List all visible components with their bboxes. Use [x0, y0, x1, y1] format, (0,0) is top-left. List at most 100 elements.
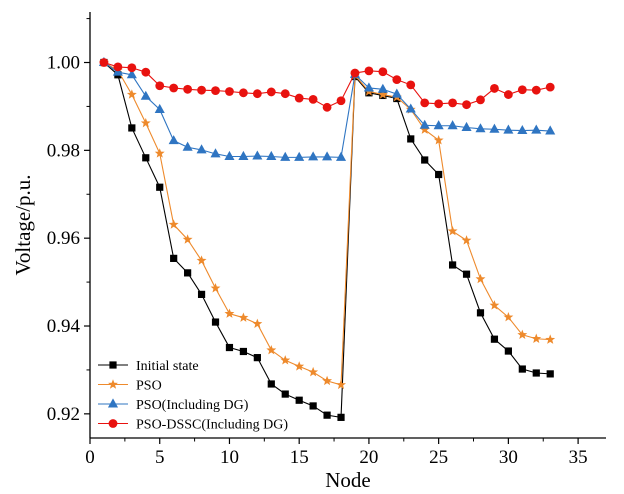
data-point — [168, 135, 179, 145]
data-point — [267, 380, 275, 388]
data-point — [546, 370, 554, 378]
y-axis-title: Voltage/p.u. — [11, 174, 35, 275]
data-point — [142, 154, 150, 162]
data-point — [183, 84, 193, 94]
data-point — [504, 347, 512, 355]
data-point — [211, 86, 220, 96]
data-point — [363, 82, 374, 92]
x-tick-label: 35 — [569, 447, 588, 468]
data-point — [294, 361, 305, 371]
data-point — [462, 270, 471, 278]
y-tick-label: 1.00 — [47, 53, 80, 74]
data-point — [197, 290, 206, 298]
data-point — [531, 85, 541, 95]
data-point — [421, 156, 429, 164]
data-point — [252, 318, 263, 329]
data-point — [419, 119, 430, 129]
data-point — [238, 150, 249, 160]
data-point — [155, 81, 165, 91]
data-point — [309, 402, 317, 410]
x-tick-label: 25 — [429, 447, 448, 468]
x-tick-label: 30 — [499, 447, 518, 468]
data-point — [99, 58, 109, 67]
data-point — [517, 85, 527, 95]
data-point — [113, 62, 123, 72]
data-point — [518, 365, 526, 373]
data-point — [182, 141, 193, 151]
legend-label: PSO — [136, 379, 162, 394]
data-point — [280, 355, 291, 365]
data-point — [154, 148, 165, 158]
data-point — [224, 308, 235, 318]
y-tick-label: 0.98 — [47, 140, 80, 161]
data-point — [490, 84, 499, 93]
data-point — [294, 151, 305, 161]
data-point — [170, 254, 178, 262]
data-point — [448, 261, 457, 269]
y-tick-label: 0.96 — [47, 228, 80, 249]
y-tick-labels: 0.92 0.94 0.96 0.98 1.00 — [47, 53, 81, 425]
data-point — [531, 124, 542, 134]
data-point — [475, 273, 486, 284]
data-point — [476, 95, 485, 105]
data-point — [210, 148, 221, 158]
data-point — [461, 235, 472, 245]
x-tick-label: 5 — [155, 447, 165, 468]
data-point — [336, 379, 346, 390]
data-point — [128, 124, 136, 132]
data-point — [253, 354, 261, 362]
data-point — [168, 219, 179, 229]
data-point — [182, 234, 193, 244]
legend-marker — [108, 379, 118, 389]
legend-marker — [107, 398, 119, 408]
data-point — [239, 88, 248, 98]
data-point — [294, 93, 304, 103]
data-point — [140, 117, 151, 128]
data-point — [405, 103, 416, 113]
data-point — [126, 69, 137, 79]
data-point — [489, 123, 500, 133]
data-point — [211, 318, 220, 326]
data-point — [308, 94, 318, 104]
data-point — [419, 124, 430, 134]
data-point — [322, 375, 333, 386]
data-point — [225, 343, 234, 352]
data-point — [531, 333, 542, 343]
chart-legend: Initial state PSO PSO(Including DG) PSO-DSS… — [98, 359, 288, 433]
data-point — [280, 151, 291, 161]
data-point — [266, 150, 277, 160]
plot-series — [98, 56, 556, 421]
data-point — [364, 66, 374, 76]
axes — [89, 12, 606, 439]
data-point — [433, 135, 444, 145]
data-point — [140, 90, 151, 100]
data-point — [196, 144, 207, 154]
legend-label: Initial state — [136, 359, 199, 374]
data-point — [196, 255, 207, 265]
data-point — [434, 99, 444, 109]
data-point — [503, 312, 514, 322]
data-point — [377, 83, 388, 93]
x-tick-label: 20 — [359, 447, 378, 468]
data-point — [391, 88, 402, 98]
data-point — [225, 87, 234, 96]
data-point — [545, 334, 556, 344]
data-point — [266, 87, 276, 97]
data-point — [281, 390, 289, 398]
data-point — [322, 151, 333, 161]
data-point — [337, 413, 345, 421]
data-point — [169, 83, 179, 93]
data-point — [335, 151, 347, 161]
x-tick-labels: 0 5 10 15 20 25 30 35 — [85, 447, 587, 468]
data-point — [532, 369, 540, 377]
data-point — [126, 89, 137, 99]
data-point — [197, 85, 206, 95]
data-point — [154, 103, 165, 113]
data-point — [420, 98, 430, 108]
legend-entry: PSO — [98, 379, 162, 394]
data-point — [461, 121, 472, 131]
data-point — [238, 312, 249, 322]
data-point — [545, 82, 555, 92]
data-point — [252, 89, 262, 99]
